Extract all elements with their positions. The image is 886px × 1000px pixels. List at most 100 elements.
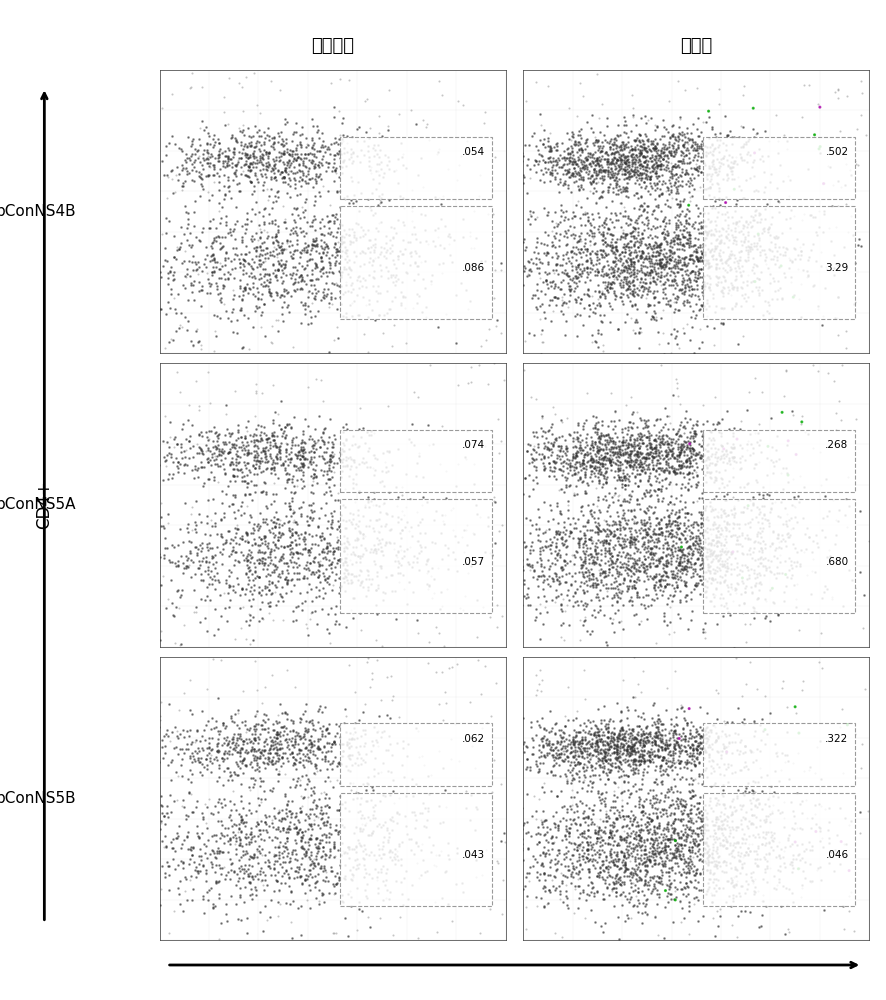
Point [595,824,610,840]
Point [708,797,722,813]
Point [583,451,597,467]
Point [248,881,262,897]
Point [314,860,328,876]
Point [204,238,218,254]
Point [709,534,723,550]
Point [268,241,283,257]
Point [273,719,287,735]
Point [707,472,721,488]
Point [560,510,574,526]
Point [734,209,748,225]
Point [701,559,715,575]
Point [348,739,362,755]
Point [679,120,693,136]
Point [268,515,283,531]
Point [630,220,644,236]
Point [696,278,710,294]
Point [734,152,749,168]
Point [146,506,160,522]
Point [685,543,699,559]
Point [678,743,692,759]
Point [673,261,688,277]
Point [738,578,752,594]
Point [388,267,402,283]
Point [237,829,252,845]
Point [688,575,703,591]
Point [622,740,636,756]
Point [696,730,711,746]
Point [323,447,338,463]
Point [233,837,247,853]
Point [593,786,607,802]
Point [630,676,644,692]
Point [581,747,595,763]
Point [534,296,548,312]
Point [589,524,603,540]
Point [274,136,288,152]
Point [653,422,667,438]
Point [253,148,267,164]
Point [688,162,703,178]
Point [827,842,841,858]
Point [696,155,711,171]
Point [695,560,709,576]
Point [143,775,157,791]
Point [307,233,322,249]
Point [604,145,618,161]
Point [548,239,562,255]
Point [659,888,673,904]
Point [633,170,647,186]
Point [579,149,593,165]
Point [714,821,728,837]
Point [546,438,560,454]
Point [206,259,220,275]
Text: .086: .086 [462,263,485,273]
Point [709,453,723,469]
Point [369,597,383,613]
Point [701,259,715,275]
Point [742,546,757,562]
Point [317,773,331,789]
Point [548,257,563,273]
Point [689,820,703,836]
Point [780,921,794,937]
Point [242,826,256,842]
Point [642,540,657,556]
Point [334,748,348,764]
Point [645,836,659,852]
Point [637,453,651,469]
Point [583,156,597,172]
Point [698,498,712,514]
Point [661,212,675,228]
Point [633,214,648,230]
Point [667,821,681,837]
Point [692,250,706,266]
Point [585,575,599,591]
Point [594,721,608,737]
Point [586,460,600,476]
Point [372,257,386,273]
Point [318,275,332,291]
Point [202,846,216,862]
Point [161,858,175,874]
Point [724,160,738,176]
Point [338,538,352,554]
Point [536,775,550,791]
Point [81,855,95,871]
Point [173,589,187,605]
Point [593,157,607,173]
Point [589,546,603,562]
Point [616,539,630,555]
Point [606,857,620,873]
Point [600,499,614,515]
Point [268,404,282,420]
Point [206,247,220,263]
Point [689,861,703,877]
Point [701,109,715,125]
Point [554,531,568,547]
Point [577,740,591,756]
Point [405,213,419,229]
Point [560,862,574,878]
Point [625,427,639,443]
Point [692,450,706,466]
